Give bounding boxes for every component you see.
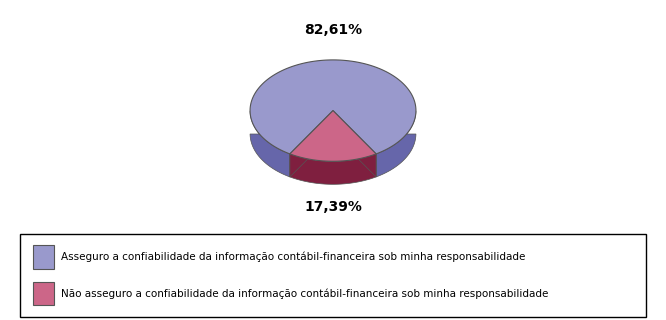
Bar [33, 282, 55, 305]
Text: 82,61%: 82,61% [304, 23, 362, 37]
FancyBboxPatch shape [20, 234, 646, 317]
Polygon shape [290, 111, 333, 177]
Polygon shape [333, 111, 376, 177]
Polygon shape [290, 111, 376, 161]
Polygon shape [290, 154, 376, 184]
Text: 17,39%: 17,39% [304, 200, 362, 214]
Polygon shape [290, 111, 333, 177]
Bar [33, 245, 55, 268]
Text: Não asseguro a confiabilidade da informação contábil-financeira sob minha respon: Não asseguro a confiabilidade da informa… [61, 288, 548, 299]
Polygon shape [250, 60, 416, 154]
Polygon shape [333, 111, 376, 177]
Text: Asseguro a confiabilidade da informação contábil-financeira sob minha responsabi: Asseguro a confiabilidade da informação … [61, 252, 525, 262]
Polygon shape [250, 111, 416, 177]
